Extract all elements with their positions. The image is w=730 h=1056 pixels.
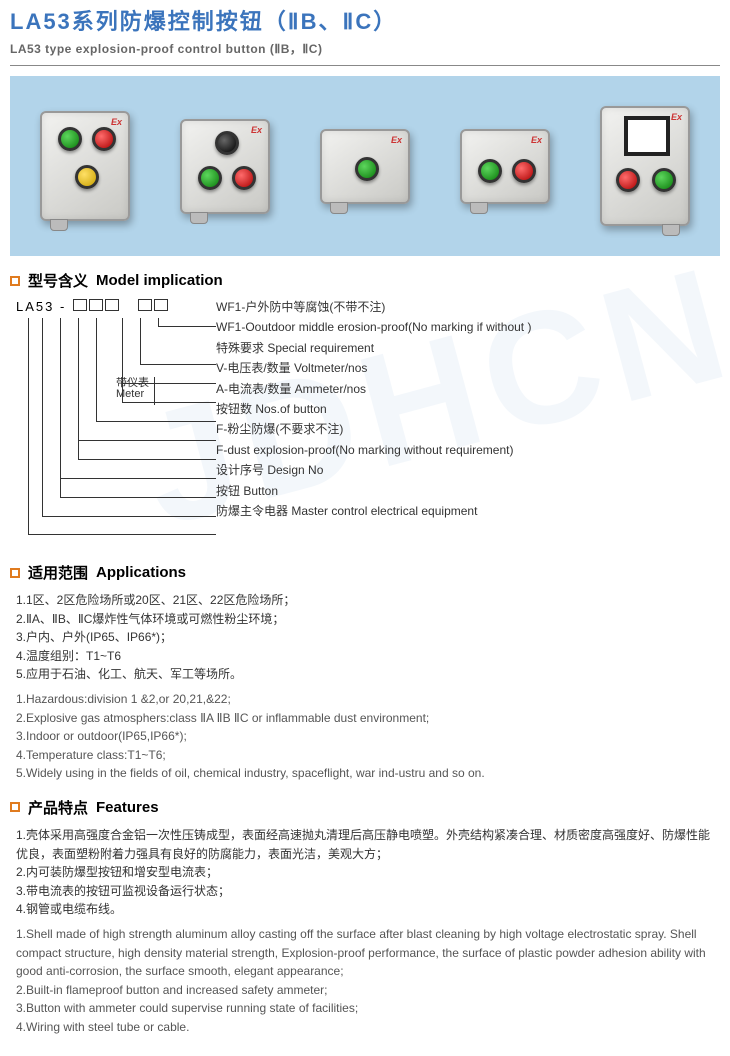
section-square-icon <box>10 568 20 578</box>
product-button-red <box>92 127 116 151</box>
list-item: 1.1区、2区危险场所或20区、21区、22区危险场所； <box>16 591 720 610</box>
list-item: 3.Button with ammeter could supervise ru… <box>16 999 720 1018</box>
product-button-green <box>478 159 502 183</box>
product-button-green <box>198 166 222 190</box>
list-item: 3.带电流表的按钮可监视设备运行状态； <box>16 882 720 901</box>
list-item: 1.Hazardous:division 1 &2,or 20,21,&22; <box>16 690 720 709</box>
list-item: 4.Temperature class:T1~T6; <box>16 746 720 765</box>
product-box: Ex <box>34 106 136 226</box>
product-button-black <box>215 131 239 155</box>
list-item: 1.壳体采用高强度合金铝一次性压铸成型，表面经高速抛丸清理后高压静电喷塑。外壳结… <box>16 826 720 863</box>
model-implication-diagram: LA53 - <box>16 299 720 548</box>
product-button-green <box>58 127 82 151</box>
section-title-cn: 适用范围 <box>28 562 88 583</box>
list-item: 2.Built-in flameproof button and increas… <box>16 981 720 1000</box>
product-button-yellow <box>75 165 99 189</box>
applications-list-cn: 1.1区、2区危险场所或20区、21区、22区危险场所；2.ⅡA、ⅡB、ⅡC爆炸… <box>16 591 720 684</box>
model-row: 按钮数 Nos.of button <box>216 401 720 418</box>
product-box: Ex <box>594 106 696 226</box>
section-header-model: 型号含义 Model implication <box>10 270 720 291</box>
product-box: Ex <box>174 106 276 226</box>
section-header-apps: 适用范围 Applications <box>10 562 720 583</box>
section-title-en: Model implication <box>96 272 223 289</box>
list-item: 3.户内、户外(IP65、IP66*)； <box>16 628 720 647</box>
section-title-cn: 产品特点 <box>28 797 88 818</box>
model-row: F-粉尘防爆(不要求不注) <box>216 421 720 438</box>
model-row: V-电压表/数量 Voltmeter/nos <box>216 360 720 377</box>
product-box: Ex <box>454 106 556 226</box>
list-item: 3.Indoor or outdoor(IP65,IP66*); <box>16 727 720 746</box>
product-button-green <box>652 168 676 192</box>
list-item: 2.内可装防爆型按钮和增安型电流表； <box>16 863 720 882</box>
model-prefix: LA53 - <box>16 299 66 314</box>
model-row: A-电流表/数量 Ammeter/nos <box>216 381 720 398</box>
list-item: 4.温度组别：T1~T6 <box>16 647 720 666</box>
product-box: Ex <box>314 106 416 226</box>
model-row: 按钮 Button <box>216 483 720 500</box>
page-title-cn: LA53系列防爆控制按钮（ⅡB、ⅡC） <box>10 4 720 36</box>
section-title-en: Features <box>96 799 159 816</box>
product-button-green <box>355 157 379 181</box>
list-item: 4.Wiring with steel tube or cable. <box>16 1018 720 1037</box>
product-button-red <box>512 159 536 183</box>
ex-label: Ex <box>391 135 402 145</box>
section-title-en: Applications <box>96 564 186 581</box>
list-item: 5.应用于石油、化工、航天、军工等场所。 <box>16 665 720 684</box>
ex-label: Ex <box>671 112 682 122</box>
model-row: WF1-户外防中等腐蚀(不带不注) <box>216 299 720 316</box>
model-row: 防爆主令电器 Master control electrical equipme… <box>216 503 720 520</box>
list-item: 4.钢管或电缆布线。 <box>16 900 720 919</box>
section-square-icon <box>10 802 20 812</box>
meter-label-en: Meter <box>116 388 144 400</box>
model-row: 设计序号 Design No <box>216 462 720 479</box>
model-code: LA53 - <box>16 299 216 314</box>
model-row: 特殊要求 Special requirement <box>216 340 720 357</box>
list-item: 2.ⅡA、ⅡB、ⅡC爆炸性气体环境或可燃性粉尘环境； <box>16 610 720 629</box>
section-title-cn: 型号含义 <box>28 270 88 291</box>
ex-label: Ex <box>531 135 542 145</box>
list-item: 5.Widely using in the fields of oil, che… <box>16 764 720 783</box>
section-header-feat: 产品特点 Features <box>10 797 720 818</box>
section-square-icon <box>10 276 20 286</box>
page-title-en: LA53 type explosion-proof control button… <box>10 40 720 57</box>
product-image-strip: Ex Ex Ex Ex Ex <box>10 76 720 256</box>
features-list-cn: 1.壳体采用高强度合金铝一次性压铸成型，表面经高速抛丸清理后高压静电喷塑。外壳结… <box>16 826 720 919</box>
features-list-en: 1.Shell made of high strength aluminum a… <box>16 925 720 1037</box>
product-button-red <box>232 166 256 190</box>
list-item: 1.Shell made of high strength aluminum a… <box>16 925 720 981</box>
ex-label: Ex <box>251 125 262 135</box>
list-item: 2.Explosive gas atmosphers:class ⅡA ⅡB Ⅱ… <box>16 709 720 728</box>
divider <box>10 65 720 66</box>
product-button-red <box>616 168 640 192</box>
ex-label: Ex <box>111 117 122 127</box>
model-row: WF1-Ooutdoor middle erosion-proof(No mar… <box>216 319 720 336</box>
model-row: F-dust explosion-proof(No marking withou… <box>216 442 720 459</box>
applications-list-en: 1.Hazardous:division 1 &2,or 20,21,&22;2… <box>16 690 720 783</box>
